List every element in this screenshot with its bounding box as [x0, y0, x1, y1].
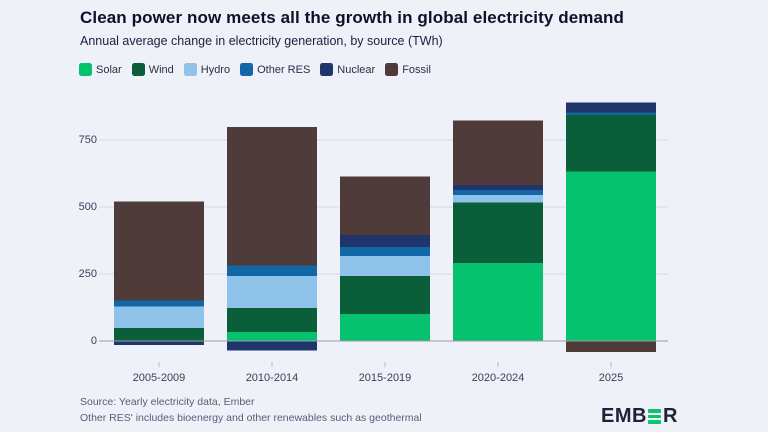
bar-segment-2005-2009-other-res — [114, 300, 204, 307]
bar-segment-2015-2019-solar — [340, 314, 430, 341]
x-axis-label-2010-2014: 2010-2014 — [245, 372, 299, 384]
page-title: Clean power now meets all the growth in … — [80, 8, 624, 27]
legend-swatch-solar — [79, 63, 92, 76]
ember-logo-text-left: EMB — [601, 405, 647, 427]
chart-legend: Solar Wind Hydro Other RES Nuclear Fossil — [79, 63, 431, 76]
x-axis-label-2020-2024: 2020-2024 — [471, 372, 525, 384]
bar-segment-2025-other-res — [566, 112, 656, 116]
bar-segment-2010-2014-hydro — [227, 275, 317, 308]
x-axis-label-2015-2019: 2015-2019 — [358, 372, 412, 384]
bar-segment-2010-2014-fossil — [227, 127, 317, 266]
source-note: Source: Yearly electricity data, Ember — [80, 396, 255, 408]
legend-label-fossil: Fossil — [402, 63, 431, 76]
bar-segment-2010-2014-solar — [227, 331, 317, 341]
ember-logo-text-right: R — [662, 405, 678, 427]
bar-segment-2010-2014-other-res — [227, 265, 317, 276]
legend-swatch-other-res — [240, 63, 254, 76]
y-axis-label-750: 750 — [78, 134, 97, 146]
bar-segment-2015-2019-hydro — [340, 255, 430, 276]
bar-segment-2025-nuclear — [566, 102, 656, 113]
bar-segment-2025-fossil — [566, 341, 656, 352]
bar-segment-2005-2009-fossil — [114, 201, 204, 301]
legend-swatch-wind — [131, 63, 145, 76]
legend-item-wind: Wind — [131, 63, 174, 76]
x-axis-label-2025: 2025 — [598, 372, 624, 384]
legend-label-hydro: Hydro — [200, 63, 231, 76]
legend-label-wind: Wind — [148, 63, 174, 76]
bar-segment-2020-2024-wind — [453, 202, 543, 264]
ember-logo-e-icon — [648, 408, 662, 425]
legend-item-other-res: Other RES — [240, 63, 310, 76]
legend-swatch-hydro — [183, 63, 197, 76]
bar-segment-2020-2024-hydro — [453, 195, 543, 203]
legend-item-fossil: Fossil — [385, 63, 431, 76]
ember-logo: EMB R — [601, 405, 678, 428]
y-axis-label-250: 250 — [78, 268, 97, 280]
legend-swatch-fossil — [385, 63, 399, 76]
bar-segment-2005-2009-hydro — [114, 306, 204, 328]
bar-segment-2015-2019-other-res — [340, 246, 430, 256]
legend-label-solar: Solar — [96, 63, 122, 76]
legend-label-other-res: Other RES — [257, 63, 311, 76]
x-axis-label-2005-2009: 2005-2009 — [132, 372, 186, 384]
bar-segment-2010-2014-nuclear — [227, 341, 317, 351]
bar-segment-2020-2024-fossil — [453, 120, 543, 186]
legend-item-solar: Solar — [79, 63, 122, 76]
bar-segment-2015-2019-nuclear — [340, 235, 430, 247]
y-axis-label-0: 0 — [90, 335, 97, 347]
bar-segment-2015-2019-fossil — [340, 176, 430, 236]
legend-item-nuclear: Nuclear — [320, 63, 375, 76]
legend-label-nuclear: Nuclear — [337, 63, 376, 76]
chart-subtitle: Annual average change in electricity gen… — [80, 34, 443, 48]
bar-segment-2025-solar — [566, 171, 656, 341]
legend-swatch-nuclear — [320, 63, 334, 76]
bar-segment-2020-2024-solar — [453, 263, 543, 341]
bar-segment-2005-2009-wind — [114, 327, 204, 341]
bar-segment-2020-2024-nuclear — [453, 185, 543, 190]
bar-segment-2025-wind — [566, 115, 656, 172]
footnote: Other RES' includes bioenergy and other … — [80, 412, 422, 424]
bar-segment-2020-2024-other-res — [453, 189, 543, 196]
y-axis-label-500: 500 — [78, 201, 97, 213]
legend-item-hydro: Hydro — [183, 63, 231, 76]
bar-segment-2010-2014-wind — [227, 307, 317, 332]
bar-segment-2005-2009-nuclear — [114, 341, 204, 346]
bar-segment-2015-2019-wind — [340, 275, 430, 315]
